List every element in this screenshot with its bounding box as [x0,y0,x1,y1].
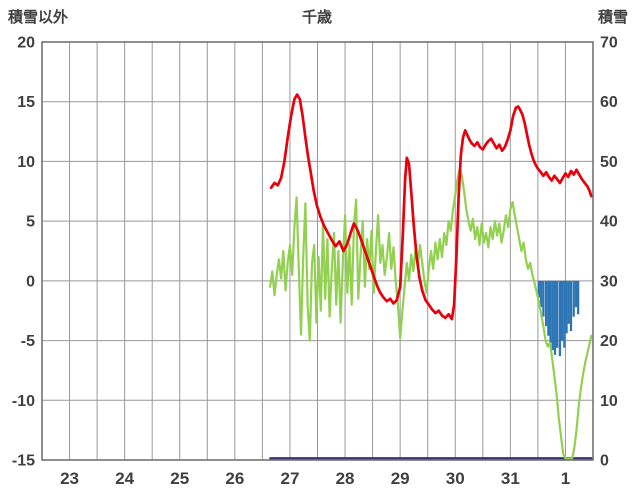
y-left-tick-label: -10 [12,393,35,410]
blue-bars-bar [540,280,543,308]
plot-frame [41,41,594,461]
y-right-tick-label: 30 [600,273,618,290]
x-tick-label: 1 [561,469,570,488]
x-tick-label: 30 [446,469,465,488]
green-line [269,167,593,460]
x-tick-label: 24 [115,469,134,488]
y-right-tick-label: 70 [600,35,618,52]
y-left-tick-label: 5 [26,214,35,231]
x-tick-label: 31 [501,469,520,488]
blue-bars-bar [547,280,550,336]
y-right-tick-label: 60 [600,94,618,111]
blue-bars-bar [563,280,566,348]
blue-bars-bar [567,280,570,324]
blue-bars-bar [560,280,564,341]
y-left-tick-label: 15 [17,94,35,111]
blue-bars-bar [572,280,575,317]
y-left-tick-label: 0 [26,273,35,290]
blue-bars-bar [542,280,545,317]
chart-title: 千歳 [301,9,333,26]
red-line [269,93,593,321]
left-axis-title: 積雪以外 [8,9,69,26]
y-left-tick-label: -15 [12,453,35,470]
blue-bars-bar [558,280,562,357]
y-left-tick-label: 10 [17,154,35,171]
blue-bars-bar [556,280,559,348]
y-right-tick-label: 50 [600,154,618,171]
y-right-tick-label: 40 [600,214,618,231]
blue-bars-bar [565,280,568,334]
x-tick-label: 29 [391,469,410,488]
blue-bars-bar [551,280,554,351]
x-tick-label: 27 [280,469,299,488]
blue-bars-bar [537,280,541,298]
blue-bars-bar [569,280,573,332]
blue-bars-bar [549,280,552,343]
blue-bars-bar [553,280,557,355]
x-tick-label: 28 [336,469,355,488]
right-axis-title: 積雪 [597,9,628,26]
y-left-tick-label: 20 [17,35,35,52]
y-right-tick-label: 10 [600,393,618,410]
x-tick-label: 25 [170,469,189,488]
y-right-tick-label: 0 [600,453,609,470]
x-tick-label: 26 [225,469,244,488]
blue-bars-bar [545,280,548,327]
blue-bars-bar [574,280,578,308]
x-tick-label: 23 [60,469,79,488]
y-left-tick-label: -5 [21,333,35,350]
blue-bars-bar [576,280,580,315]
y-right-tick-label: 20 [600,333,618,350]
